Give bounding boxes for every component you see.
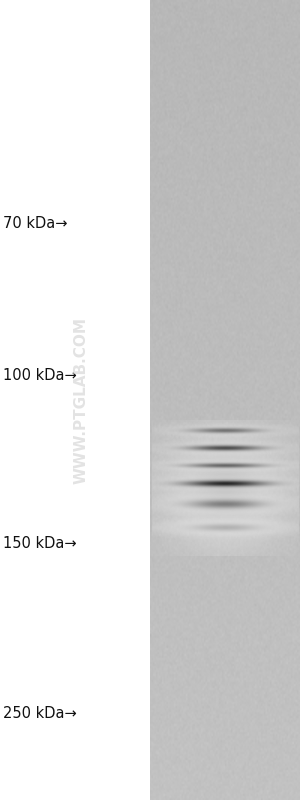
Text: 70 kDa→: 70 kDa→ <box>3 217 68 231</box>
Text: WWW.PTGLAB.COM: WWW.PTGLAB.COM <box>74 317 88 483</box>
Text: 100 kDa→: 100 kDa→ <box>3 369 77 383</box>
Text: 250 kDa→: 250 kDa→ <box>3 706 77 721</box>
Text: 150 kDa→: 150 kDa→ <box>3 537 76 551</box>
